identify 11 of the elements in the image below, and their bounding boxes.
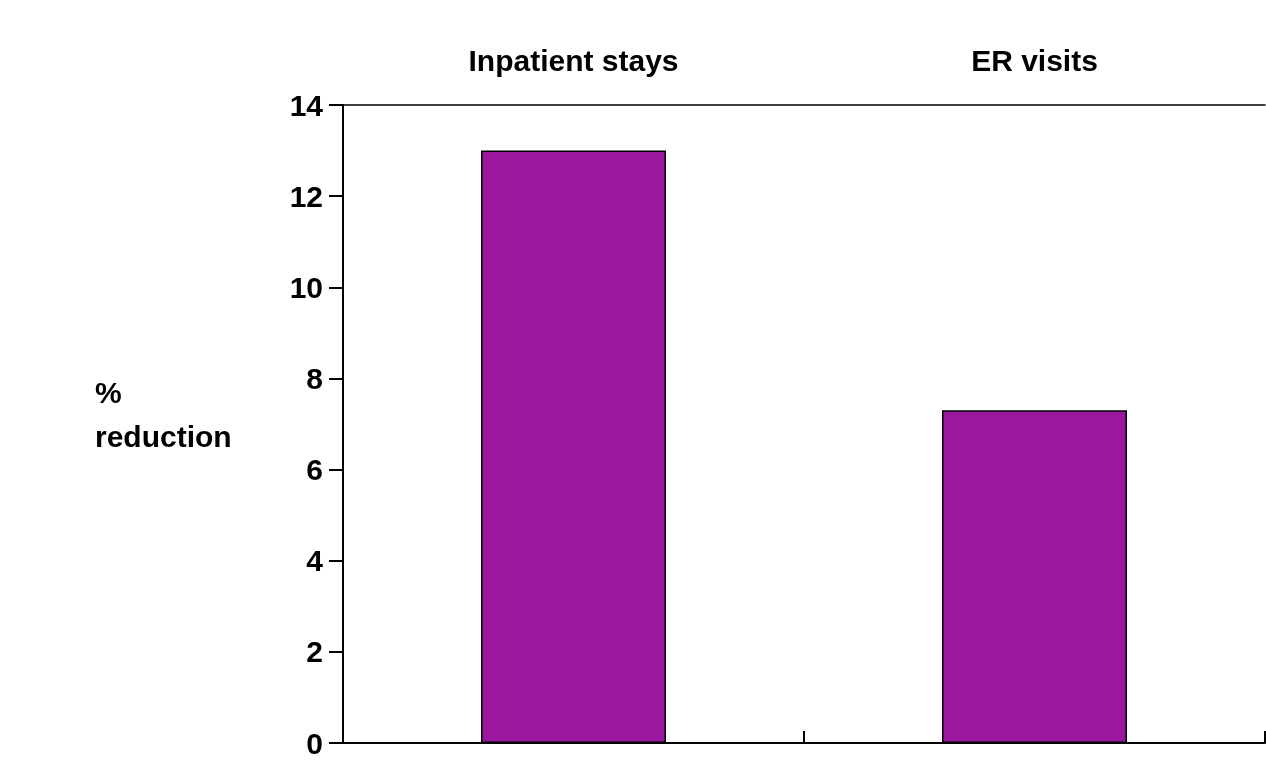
y-axis-title: % reduction — [95, 375, 232, 453]
x-tick-label: ER visits — [971, 43, 1098, 77]
y-tick-label: 14 — [289, 88, 324, 122]
y-tick-label: 6 — [306, 453, 323, 487]
y-tick-label: 4 — [306, 544, 324, 578]
y-tick-label: 8 — [306, 361, 323, 395]
y-tick-label: 12 — [289, 179, 323, 213]
y-tick-label: 2 — [306, 635, 323, 669]
x-tick-label: Inpatient stays — [468, 43, 679, 77]
y-tick-label: 10 — [289, 270, 323, 304]
y-tick-label: 0 — [306, 726, 323, 760]
